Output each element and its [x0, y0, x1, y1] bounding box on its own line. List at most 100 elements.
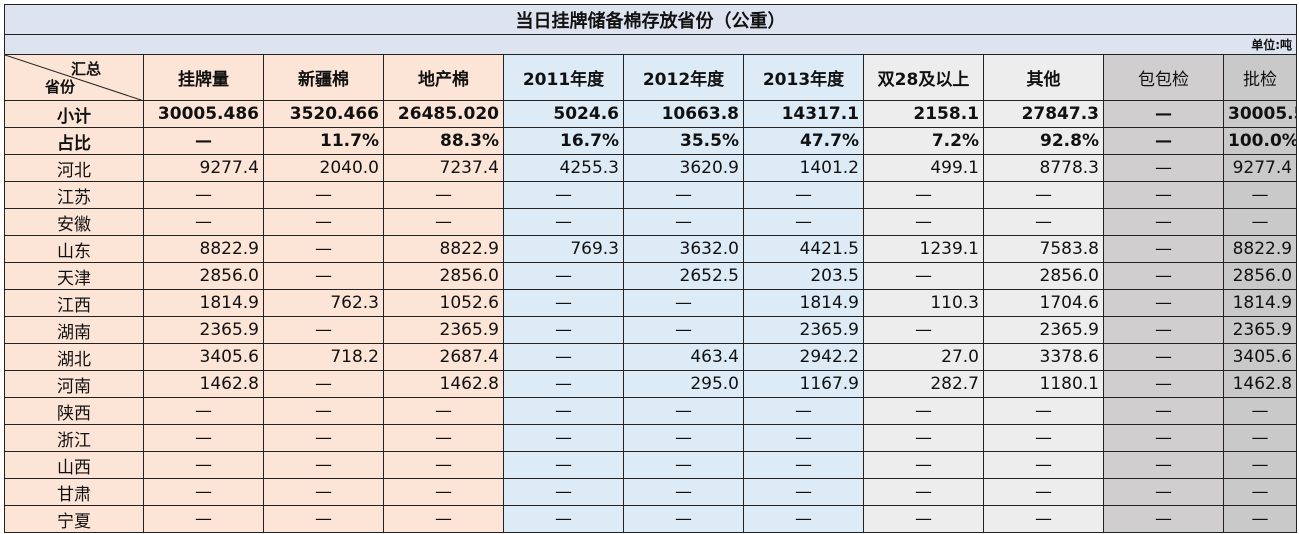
cell: —: [143, 208, 264, 236]
cell: —: [983, 478, 1104, 506]
cell: —: [863, 181, 984, 209]
cell: —: [743, 208, 864, 236]
cell: —: [1222, 424, 1298, 452]
cell: 203.5: [743, 262, 864, 290]
cell: —: [1222, 505, 1298, 533]
cell: 8778.3: [983, 154, 1104, 182]
cell: 9277.4: [143, 154, 264, 182]
cell: —: [623, 424, 744, 452]
column-header: 2012年度: [623, 54, 744, 101]
table: 当日挂牌储备棉存放省份（公重） 单位:吨 汇总 省份 挂牌量 新疆棉 地产棉 2011…: [3, 4, 1298, 533]
cell: —: [983, 181, 1104, 209]
row: 占比 —11.7% 88.3% 16.7% 35.5% 47.7% 7.2% 92.8% —10…: [4, 127, 1298, 155]
cell: —: [263, 424, 384, 452]
cell: —: [983, 208, 1104, 236]
cell: —: [1222, 397, 1298, 425]
cell: 110.3: [863, 289, 984, 317]
cell: —: [743, 478, 864, 506]
cell: 92.8%: [983, 127, 1104, 155]
cell: 2365.9: [1222, 316, 1298, 344]
cell: —: [263, 478, 384, 506]
column-header: 包包检: [1103, 54, 1224, 101]
cell: —: [623, 505, 744, 533]
cell: —: [623, 208, 744, 236]
column-header: 地产棉: [383, 54, 504, 101]
row-label: 甘肃: [4, 478, 144, 506]
cell: 2040.0: [263, 154, 384, 182]
column-header: 2011年度: [503, 54, 624, 101]
cell: —: [863, 397, 984, 425]
row: 浙江 — — — — — — — — — —: [4, 424, 1298, 452]
cell: —: [863, 478, 984, 506]
unit: 单位:吨: [3, 34, 1298, 55]
cell: 3378.6: [983, 343, 1104, 371]
cell: 8822.9: [143, 235, 264, 263]
cell: 3632.0: [623, 235, 744, 263]
cell: —: [503, 397, 624, 425]
cell: —: [623, 316, 744, 344]
cell: —: [383, 181, 504, 209]
cell: 30005.5: [1222, 100, 1298, 128]
cell: 10663.8: [623, 100, 744, 128]
cell: 14317.1: [743, 100, 864, 128]
row-label: 湖北: [4, 343, 144, 371]
cell: 2158.1: [863, 100, 984, 128]
row-label: 小计: [4, 100, 144, 128]
cell: 3405.6: [143, 343, 264, 371]
cell: —: [743, 424, 864, 452]
row-label: 江苏: [4, 181, 144, 209]
cell: 4421.5: [743, 235, 864, 263]
column-header: 2013年度: [743, 54, 864, 101]
cell: —: [1103, 262, 1224, 290]
cell: 88.3%: [383, 127, 504, 155]
cell: —: [1222, 181, 1298, 209]
cell: —: [623, 181, 744, 209]
corner-bottom: 省份: [45, 78, 76, 96]
cell: 718.2: [263, 343, 384, 371]
row: 安徽 — — — — — — — — — —: [4, 208, 1298, 236]
row: 天津 2856.0—2856.0—2652.5 203.5—2856.0—2856.…: [4, 262, 1298, 290]
cell: —: [263, 505, 384, 533]
row: 宁夏 — — — — — — — — — —: [4, 505, 1298, 533]
cell: 100.0%: [1222, 127, 1298, 155]
cell: 2365.9: [383, 316, 504, 344]
cell: 1814.9: [1222, 289, 1298, 317]
cell: 282.7: [863, 370, 984, 398]
cell: —: [623, 397, 744, 425]
cell: —: [1103, 235, 1224, 263]
cell: 769.3: [503, 235, 624, 263]
cell: 47.7%: [743, 127, 864, 155]
cell: —: [1103, 316, 1224, 344]
row: 江西 1814.9 762.3 1052.6— —1814.9 110.3 1704.6—1…: [4, 289, 1298, 317]
cell: —: [143, 397, 264, 425]
cell: —: [143, 181, 264, 209]
cell: —: [263, 262, 384, 290]
row-label: 河南: [4, 370, 144, 398]
cell: 2365.9: [983, 316, 1104, 344]
cell: —: [143, 424, 264, 452]
cell: 3405.6: [1222, 343, 1298, 371]
row-label: 河北: [4, 154, 144, 182]
row: 陕西 — — — — — — — — — —: [4, 397, 1298, 425]
cell: —: [143, 127, 264, 155]
cell: —: [743, 505, 864, 533]
column-header: 其他: [983, 54, 1104, 101]
header-row: 汇总 省份 挂牌量 新疆棉 地产棉 2011年度 2012年度 2013年度 双28及以上其…: [4, 54, 1298, 101]
row: 河北 9277.4 2040.0 7237.4 4255.3 3620.9 1401.2 49…: [4, 154, 1298, 182]
cell: 16.7%: [503, 127, 624, 155]
cell: 3520.466: [263, 100, 384, 128]
cell: —: [383, 505, 504, 533]
cell: 499.1: [863, 154, 984, 182]
cell: —: [263, 370, 384, 398]
cell: —: [1222, 451, 1298, 479]
row: 河南 1462.8—1462.8—295.0 1167.9 282.7 1180.1—1…: [4, 370, 1298, 398]
cell: —: [863, 208, 984, 236]
cell: —: [1222, 208, 1298, 236]
cell: —: [503, 289, 624, 317]
cell: 7.2%: [863, 127, 984, 155]
cell: —: [1103, 181, 1224, 209]
title: 当日挂牌储备棉存放省份（公重）: [3, 4, 1298, 35]
row-label: 宁夏: [4, 505, 144, 533]
cell: 1462.8: [383, 370, 504, 398]
cell: 26485.020: [383, 100, 504, 128]
